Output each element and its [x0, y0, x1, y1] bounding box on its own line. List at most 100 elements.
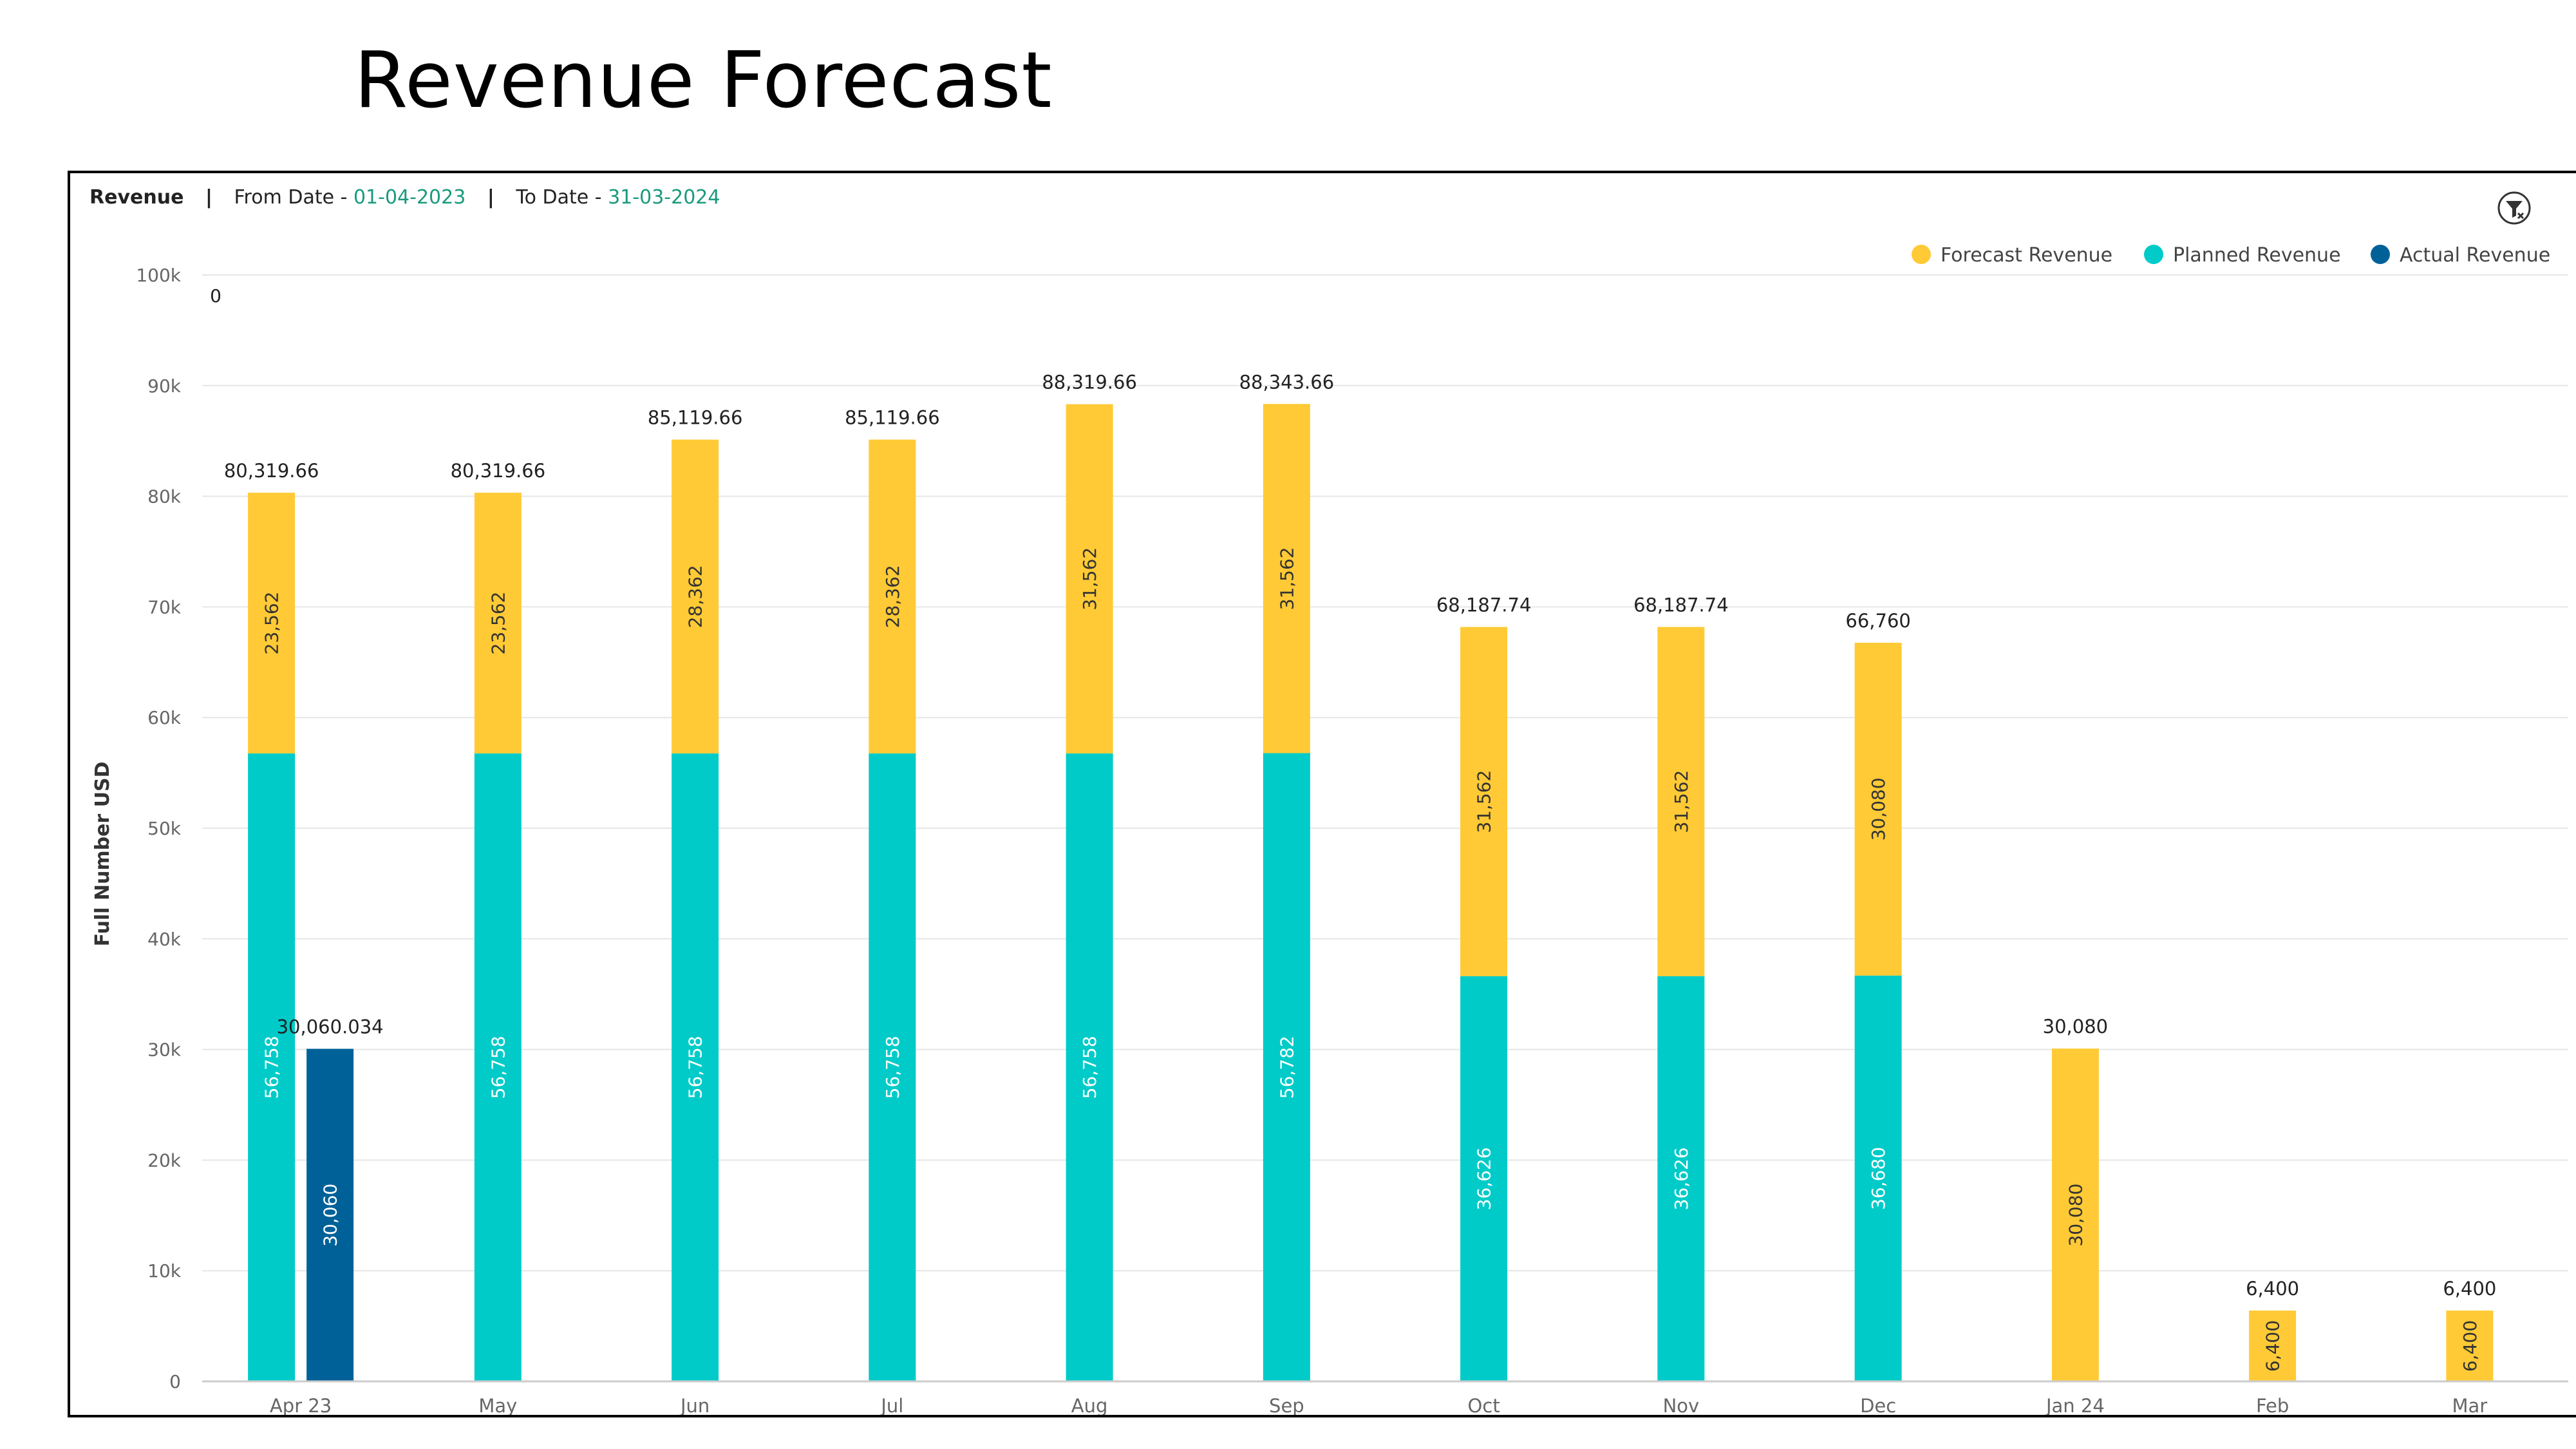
annotation-label: 0: [210, 285, 221, 307]
x-tick-label: May: [478, 1395, 517, 1415]
bar-planned: [1854, 975, 1902, 1381]
bar-label-planned: 56,758: [685, 1036, 706, 1099]
chart-panel: Revenue | From Date - 01-04-2023 | To Da…: [68, 171, 2576, 1417]
bar-label-forecast: 28,362: [685, 565, 706, 628]
y-tick-label: 40k: [147, 929, 182, 950]
legend-label: Forecast Revenue: [1941, 244, 2112, 267]
to-date-value: 31-03-2024: [608, 186, 720, 209]
bar-planned: [672, 753, 719, 1381]
bar-forecast: [2051, 1048, 2099, 1381]
stack-total-label: 85,119.66: [845, 407, 940, 429]
x-tick-label: Jan 24: [2045, 1395, 2105, 1415]
stack-total-label: 30,080: [2043, 1016, 2108, 1037]
legend-label: Actual Revenue: [2400, 244, 2550, 267]
legend-swatch: [2371, 245, 2390, 264]
bar-label-planned: 56,758: [1079, 1036, 1100, 1099]
legend-item[interactable]: Actual Revenue: [2371, 244, 2550, 267]
stack-total-label: 80,319.66: [224, 460, 319, 482]
y-tick-label: 0: [169, 1371, 181, 1392]
x-tick-label: Nov: [1663, 1395, 1700, 1415]
bar-label-forecast: 6,400: [2262, 1320, 2284, 1372]
bar-planned: [1066, 753, 1113, 1381]
chart-header-title: Revenue: [89, 186, 184, 209]
bar-label-forecast: 30,080: [2065, 1184, 2086, 1247]
bar-forecast: [1263, 404, 1310, 753]
bar-forecast: [2249, 1311, 2297, 1381]
y-tick-label: 60k: [147, 707, 182, 728]
bar-forecast: [2446, 1311, 2494, 1381]
bar-label-forecast: 31,562: [1671, 770, 1692, 833]
bar-planned: [1460, 976, 1508, 1381]
x-tick-label: Feb: [2256, 1395, 2289, 1415]
stack-total-label: 30,060.034: [277, 1016, 384, 1038]
bar-label-forecast: 23,562: [487, 592, 509, 655]
y-tick-label: 100k: [136, 265, 181, 286]
x-tick-label: Jul: [879, 1395, 903, 1415]
y-tick-label: 90k: [147, 375, 182, 397]
stack-total-label: 88,343.66: [1239, 371, 1335, 393]
chart-header: Revenue | From Date - 01-04-2023 | To Da…: [89, 186, 720, 209]
bar-planned: [869, 753, 916, 1381]
bar-forecast: [1066, 404, 1113, 753]
bar-planned: [474, 753, 522, 1381]
bar-forecast: [672, 439, 719, 753]
bar-label-actual: 30,060: [320, 1184, 341, 1247]
bar-label-forecast: 6,400: [2459, 1320, 2481, 1372]
stack-total-label: 85,119.66: [648, 407, 743, 429]
bar-label-planned: 36,626: [1671, 1147, 1692, 1210]
bar-forecast: [869, 439, 916, 753]
bar-label-forecast: 31,562: [1474, 770, 1495, 833]
bar-label-forecast: 23,562: [261, 592, 283, 655]
x-tick-label: Mar: [2452, 1395, 2488, 1415]
y-tick-label: 30k: [147, 1039, 182, 1061]
stack-total-label: 68,187.74: [1436, 594, 1532, 616]
bar-forecast: [1854, 643, 1902, 976]
revenue-chart: 056,75823,56280,319.6630,06030,060.03456…: [91, 244, 2568, 1415]
filter-button[interactable]: [2496, 190, 2532, 226]
y-tick-label: 50k: [147, 818, 182, 839]
x-tick-label: Oct: [1468, 1395, 1500, 1415]
bar-label-planned: 56,758: [882, 1036, 903, 1099]
bar-label-forecast: 30,080: [1868, 777, 1889, 840]
stack-total-label: 66,760: [1845, 610, 1910, 632]
x-tick-label: Dec: [1860, 1395, 1896, 1415]
stack-total-label: 88,319.66: [1042, 372, 1137, 393]
header-separator: |: [487, 186, 494, 209]
x-tick-label: Aug: [1071, 1395, 1108, 1415]
stack-total-label: 6,400: [2443, 1278, 2496, 1300]
bar-planned: [1657, 976, 1705, 1381]
legend-item[interactable]: Forecast Revenue: [1912, 244, 2112, 267]
header-separator: |: [205, 186, 212, 209]
bar-planned: [248, 753, 296, 1381]
legend-label: Planned Revenue: [2173, 244, 2341, 267]
bar-forecast: [1657, 627, 1705, 976]
bar-actual: [306, 1048, 354, 1381]
stack-total-label: 68,187.74: [1633, 594, 1729, 616]
legend-swatch: [2144, 245, 2163, 264]
legend-item[interactable]: Planned Revenue: [2144, 244, 2341, 267]
bar-forecast: [248, 493, 296, 753]
bar-forecast: [1460, 627, 1508, 976]
y-tick-label: 20k: [147, 1150, 182, 1171]
from-date-value: 01-04-2023: [353, 186, 466, 209]
slide-title: Revenue Forecast: [354, 36, 1053, 126]
x-tick-label: Apr 23: [270, 1395, 332, 1415]
from-date-label: From Date -: [234, 186, 348, 209]
bar-label-planned: 56,758: [487, 1036, 509, 1099]
to-date-label: To Date -: [516, 186, 602, 209]
y-tick-label: 80k: [147, 486, 182, 507]
bar-label-planned: 56,758: [261, 1036, 283, 1099]
y-axis-title: Full Number USD: [91, 761, 114, 946]
bar-planned: [1263, 753, 1310, 1381]
stack-total-label: 80,319.66: [451, 460, 546, 482]
bar-forecast: [474, 493, 522, 753]
bar-label-forecast: 28,362: [882, 565, 903, 628]
x-tick-label: Jun: [679, 1395, 710, 1415]
bar-label-forecast: 31,562: [1276, 547, 1297, 610]
y-tick-label: 70k: [147, 596, 182, 618]
bar-label-planned: 36,680: [1868, 1147, 1889, 1210]
bar-label-planned: 36,626: [1474, 1147, 1495, 1210]
x-tick-label: Sep: [1269, 1395, 1304, 1415]
legend-swatch: [1912, 245, 1931, 264]
bar-label-planned: 56,782: [1276, 1036, 1297, 1099]
